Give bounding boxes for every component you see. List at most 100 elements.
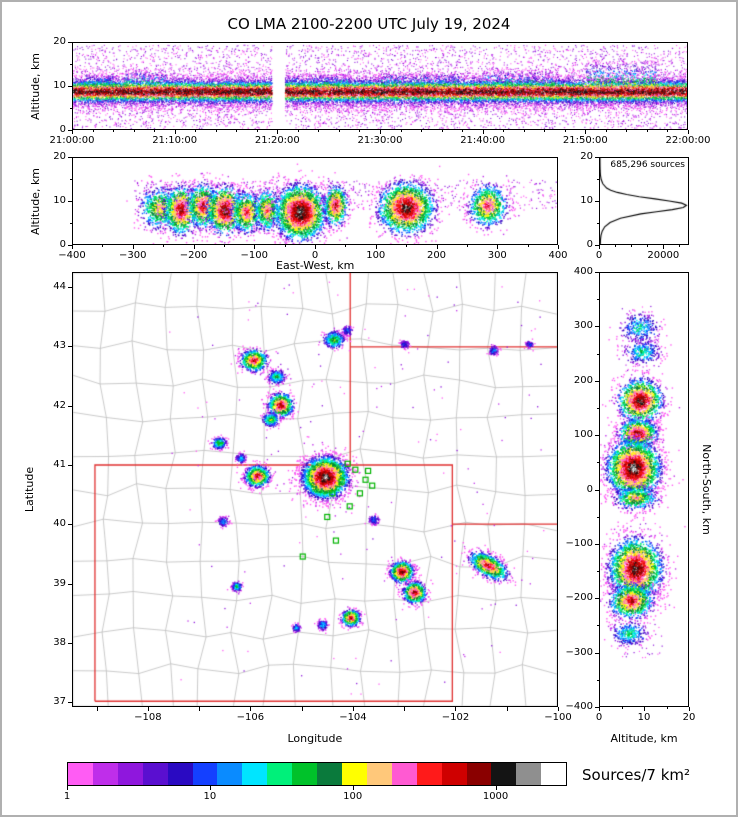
tick-mark — [482, 130, 484, 134]
tick-label: −400 — [58, 250, 86, 261]
map-xlabel: Longitude — [287, 731, 343, 745]
colorbar-segment — [466, 763, 492, 785]
plot-title: CO LMA 2100-2200 UTC July 19, 2024 — [227, 15, 511, 33]
tick-mark — [352, 707, 354, 711]
tick-mark — [400, 130, 402, 132]
colorbar-segment — [167, 763, 193, 785]
tick-label: 0 — [595, 712, 603, 723]
tick-label: 300 — [573, 320, 593, 332]
tick-mark — [70, 64, 72, 65]
tick-mark — [595, 157, 599, 158]
map-ylabel: Latitude — [22, 466, 36, 513]
colorbar-segment — [541, 763, 567, 785]
tick-mark — [597, 571, 599, 573]
tick-mark — [595, 598, 599, 600]
colorbar-segment — [317, 763, 342, 785]
altitude-histogram-panel: 685,296 sources — [599, 157, 689, 245]
tick-mark — [595, 652, 599, 654]
tick-mark — [595, 707, 599, 708]
tick-mark — [495, 786, 497, 790]
colorbar-segment — [292, 763, 318, 785]
tick-label: 10 — [580, 195, 593, 206]
north-south-panel — [599, 272, 689, 707]
tick-label: 21:10:00 — [152, 135, 198, 146]
tick-mark — [154, 130, 156, 132]
tick-label: 200 — [573, 374, 593, 386]
colorbar-segment — [217, 763, 243, 785]
tick-label: 20 — [53, 151, 66, 162]
tick-label: −300 — [565, 646, 593, 658]
tick-label: 10 — [203, 791, 217, 802]
tick-label: 21:50:00 — [562, 135, 608, 146]
tick-mark — [544, 130, 546, 132]
tick-mark — [68, 702, 72, 704]
tick-mark — [70, 108, 72, 109]
tick-mark — [72, 130, 73, 134]
tick-label: 400 — [573, 266, 593, 277]
tick-label: −300 — [119, 250, 147, 261]
tick-mark — [666, 707, 668, 709]
tick-mark — [236, 130, 238, 132]
tick-mark — [646, 130, 648, 132]
tick-mark — [595, 489, 599, 491]
tick-mark — [68, 405, 72, 407]
tick-mark — [599, 707, 600, 711]
tick-mark — [466, 245, 468, 247]
colorbar-segment — [242, 763, 268, 785]
tick-mark — [163, 245, 165, 247]
tick-mark — [215, 130, 217, 132]
time-height-panel — [72, 42, 688, 130]
tick-mark — [92, 130, 94, 132]
colorbar-segment — [68, 763, 93, 785]
colorbar-segment — [516, 763, 542, 785]
tick-label: 40 — [53, 518, 66, 530]
tick-mark — [68, 42, 72, 43]
tick-mark — [647, 245, 649, 247]
tick-mark — [595, 543, 599, 545]
tick-label: 20 — [682, 712, 696, 723]
colorbar-segment — [366, 763, 392, 785]
tick-mark — [663, 245, 665, 249]
tick-mark — [688, 130, 689, 134]
tick-mark — [147, 707, 149, 711]
tick-mark — [174, 130, 176, 134]
tick-label: −100 — [544, 712, 572, 723]
colorbar-segment — [416, 763, 442, 785]
tick-label: 42 — [53, 399, 66, 411]
tick-label: −100 — [240, 250, 268, 261]
tick-label: 21:40:00 — [460, 135, 506, 146]
tick-mark — [68, 286, 72, 288]
tick-mark — [195, 130, 197, 132]
tick-mark — [585, 130, 587, 134]
colorbar-segment — [391, 763, 417, 785]
tick-mark — [436, 245, 438, 249]
tick-mark — [318, 130, 320, 132]
colorbar-segment — [92, 763, 118, 785]
tick-mark — [564, 130, 566, 132]
tick-mark — [597, 299, 599, 301]
tick-mark — [527, 245, 529, 247]
tick-mark — [644, 707, 645, 711]
tick-label: 400 — [548, 250, 568, 261]
tick-mark — [315, 245, 316, 249]
map-canvas — [73, 273, 557, 706]
tick-mark — [113, 130, 115, 132]
tick-mark — [503, 130, 505, 132]
tick-mark — [455, 707, 457, 711]
tick-mark — [67, 786, 68, 790]
tick-mark — [256, 130, 258, 132]
tick-label: −200 — [179, 250, 208, 261]
tick-mark — [595, 201, 599, 202]
tick-mark — [615, 245, 617, 247]
tick-mark — [338, 130, 340, 132]
tick-label: 38 — [53, 636, 66, 648]
tick-mark — [506, 707, 508, 711]
colorbar-segment — [267, 763, 293, 785]
tick-label: −108 — [134, 712, 162, 723]
tick-mark — [406, 245, 408, 247]
tick-mark — [380, 130, 381, 134]
tick-mark — [70, 179, 72, 180]
tick-label: 200 — [426, 250, 447, 261]
tick-mark — [595, 435, 599, 437]
tick-mark — [297, 130, 299, 132]
